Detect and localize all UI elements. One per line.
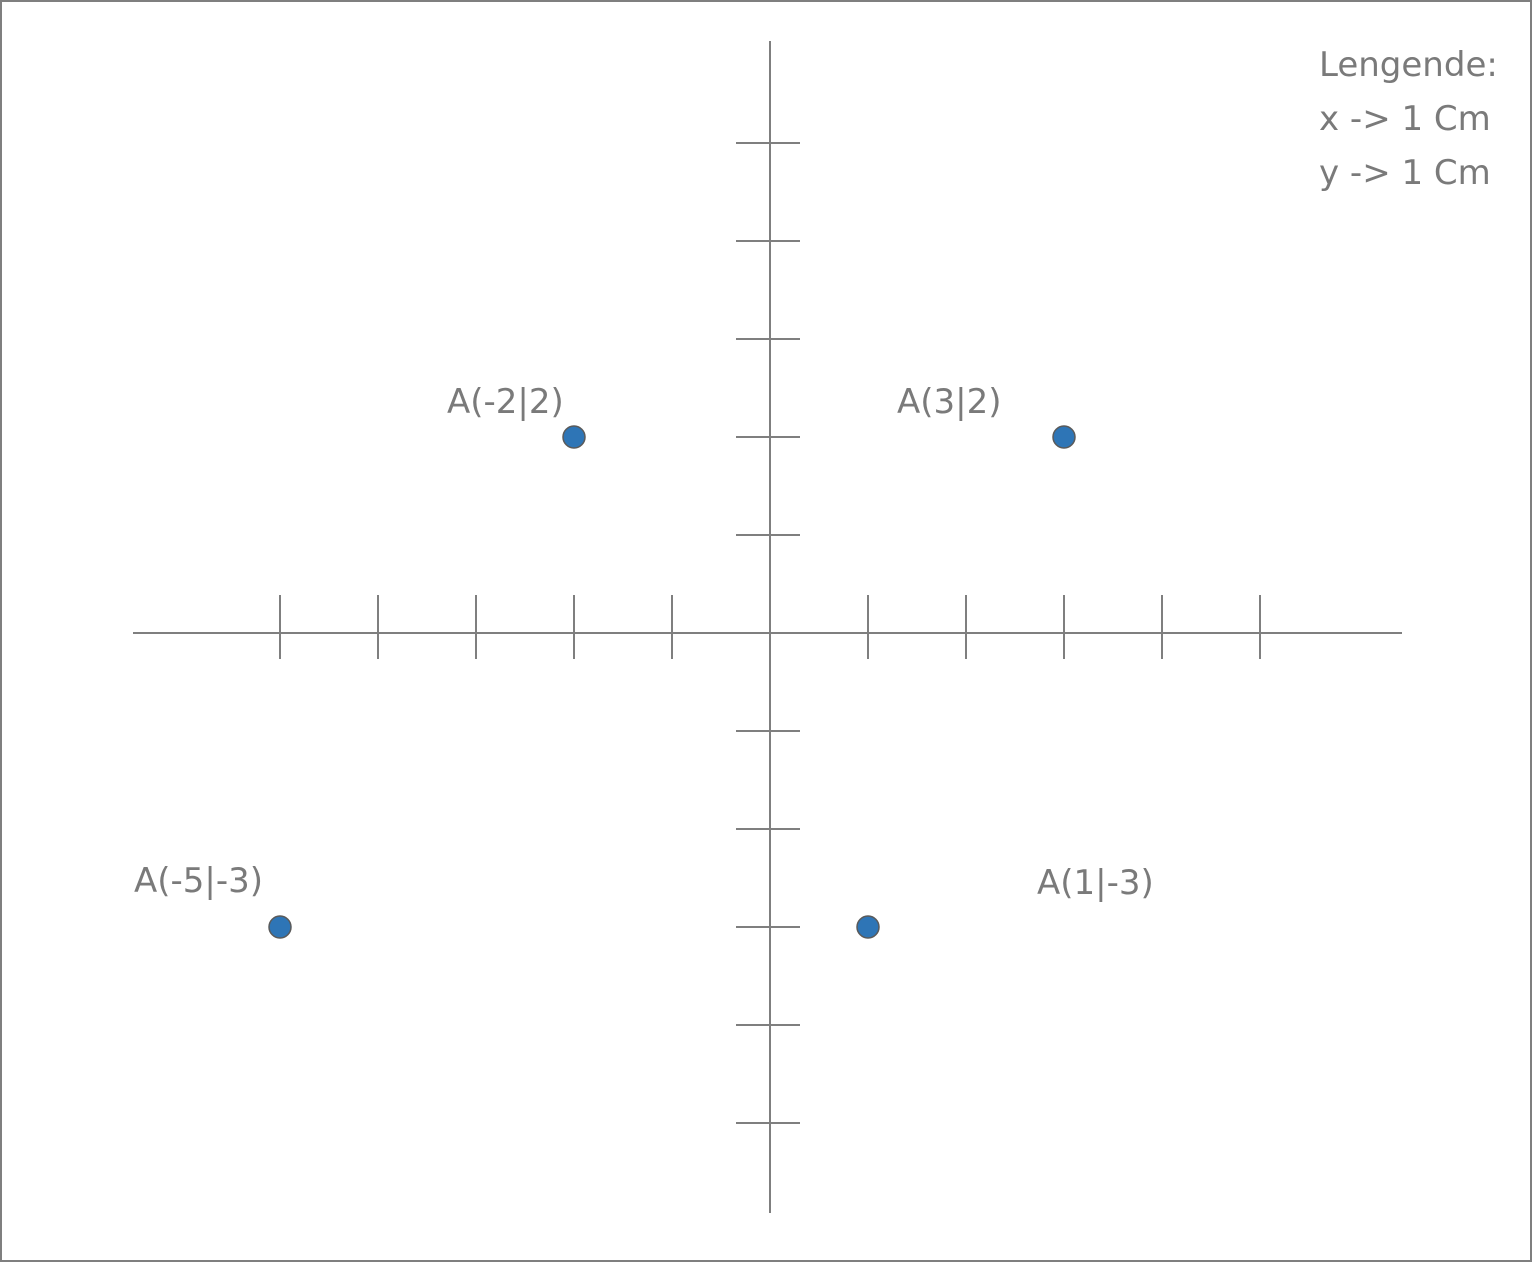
data-point (562, 425, 586, 449)
legend: Lengende: x -> 1 Cm y -> 1 Cm (1319, 38, 1498, 200)
legend-title: Lengende: (1319, 45, 1498, 85)
point-label: A(-5|-3) (134, 861, 263, 901)
legend-line-y: y -> 1 Cm (1319, 153, 1491, 193)
data-point (268, 915, 292, 939)
point-label: A(1|-3) (1037, 863, 1154, 903)
point-label: A(-2|2) (447, 382, 564, 422)
point-label: A(3|2) (897, 382, 1002, 422)
legend-line-x: x -> 1 Cm (1319, 99, 1491, 139)
data-point (856, 915, 880, 939)
data-point (1052, 425, 1076, 449)
